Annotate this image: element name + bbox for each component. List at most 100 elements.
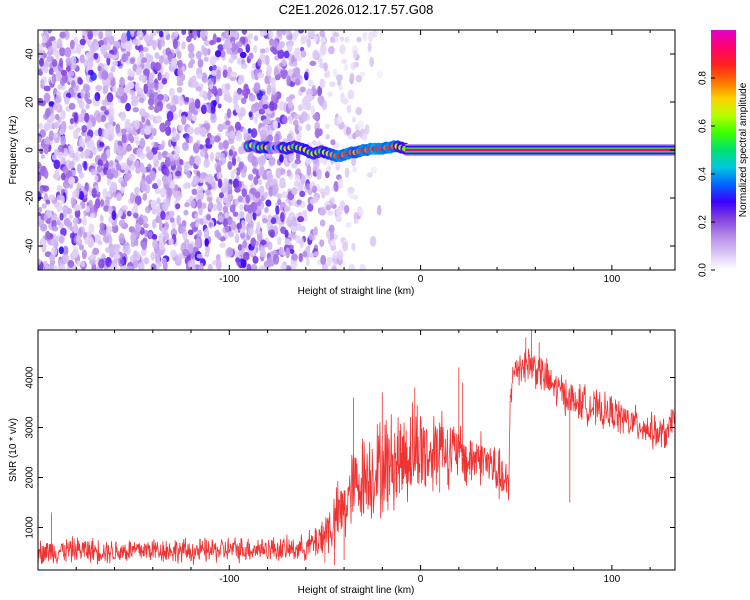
noise-blob: [155, 215, 161, 224]
colorbar-gradient: [711, 30, 736, 270]
noise-blob: [47, 45, 54, 55]
noise-blob: [89, 254, 97, 260]
noise-blob: [65, 57, 72, 65]
noise-blob: [236, 156, 241, 163]
colorbar-tick-label: 0.4: [698, 167, 709, 181]
noise-blob: [119, 76, 125, 87]
noise-blob: [277, 49, 285, 60]
noise-blob: [152, 182, 159, 190]
noise-blob: [138, 74, 146, 82]
noise-blob: [112, 60, 119, 67]
noise-blob: [140, 166, 147, 175]
noise-blob: [243, 251, 250, 261]
noise-blob: [165, 156, 171, 168]
noise-blob: [275, 205, 280, 215]
noise-blob: [143, 222, 149, 229]
noise-blob: [142, 68, 150, 76]
noise-blob: [76, 260, 81, 267]
noise-blob: [348, 263, 356, 270]
noise-blob: [353, 218, 359, 224]
noise-blob: [85, 135, 92, 142]
noise-blob: [206, 196, 213, 202]
noise-blob: [362, 31, 368, 42]
noise-blob: [166, 187, 173, 198]
noise-blob: [254, 229, 261, 235]
noise-blob: [201, 104, 207, 115]
noise-blob: [170, 249, 177, 258]
noise-blob: [154, 52, 160, 60]
noise-blob: [167, 139, 173, 148]
noise-blob: [81, 108, 87, 115]
colorbar-label: Normalized spectral amplitude: [738, 82, 749, 217]
noise-blob: [238, 74, 245, 84]
noise-blob: [215, 50, 222, 58]
noise-blob: [79, 136, 84, 147]
noise-blob: [279, 211, 285, 223]
noise-blob: [270, 46, 276, 53]
noise-blob: [45, 107, 51, 118]
noise-blob: [43, 66, 48, 74]
noise-blob: [188, 135, 194, 144]
noise-blob: [161, 175, 169, 183]
noise-blob: [106, 178, 112, 186]
noise-blob: [227, 231, 235, 238]
noise-blob: [269, 77, 277, 84]
noise-blob: [137, 217, 144, 226]
noise-blob: [113, 253, 121, 259]
noise-blob: [59, 77, 66, 87]
noise-blob: [259, 48, 266, 54]
noise-blob: [196, 190, 204, 200]
noise-blob: [51, 226, 59, 232]
noise-blob: [62, 166, 69, 174]
noise-blob: [248, 111, 253, 118]
noise-blob: [76, 43, 82, 55]
noise-blob: [186, 110, 193, 121]
noise-blob: [143, 83, 149, 94]
noise-blob: [297, 125, 303, 131]
noise-blob: [167, 173, 173, 184]
noise-blob: [289, 248, 295, 255]
noise-blob: [177, 59, 183, 69]
noise-blob: [40, 223, 48, 232]
noise-blob: [128, 226, 136, 233]
noise-blob: [117, 209, 123, 217]
noise-blob: [99, 141, 105, 148]
noise-blob: [90, 212, 95, 219]
noise-blob: [302, 250, 308, 258]
noise-blob: [82, 215, 87, 227]
noise-blob: [48, 130, 54, 142]
noise-blob: [286, 42, 293, 53]
noise-blob: [187, 126, 194, 135]
noise-blob: [152, 233, 158, 241]
noise-blob: [71, 48, 78, 54]
noise-blob: [116, 155, 123, 161]
noise-blob: [97, 127, 103, 137]
noise-blob: [224, 38, 231, 49]
noise-blob: [132, 107, 139, 113]
noise-blob: [319, 239, 325, 248]
noise-blob: [126, 30, 131, 42]
noise-blob: [154, 82, 159, 91]
noise-blob: [354, 61, 359, 68]
noise-blob: [183, 209, 189, 216]
noise-blob: [119, 258, 125, 265]
noise-blob: [225, 200, 232, 208]
noise-blob: [132, 38, 139, 46]
x-tick-label: 0: [418, 574, 424, 585]
noise-blob: [265, 47, 270, 53]
noise-blob: [117, 145, 123, 157]
noise-blob: [287, 68, 294, 76]
noise-blob: [235, 107, 242, 114]
noise-blob: [113, 145, 118, 154]
noise-blob: [107, 123, 115, 135]
noise-blob: [245, 194, 251, 204]
noise-blob: [206, 214, 211, 221]
noise-blob: [367, 42, 372, 53]
noise-blob: [178, 124, 184, 131]
noise-blob: [194, 212, 199, 219]
noise-blob: [259, 239, 267, 246]
noise-blob: [225, 120, 231, 126]
noise-blob: [42, 35, 47, 44]
noise-blob: [312, 139, 317, 146]
noise-blob: [272, 40, 279, 48]
